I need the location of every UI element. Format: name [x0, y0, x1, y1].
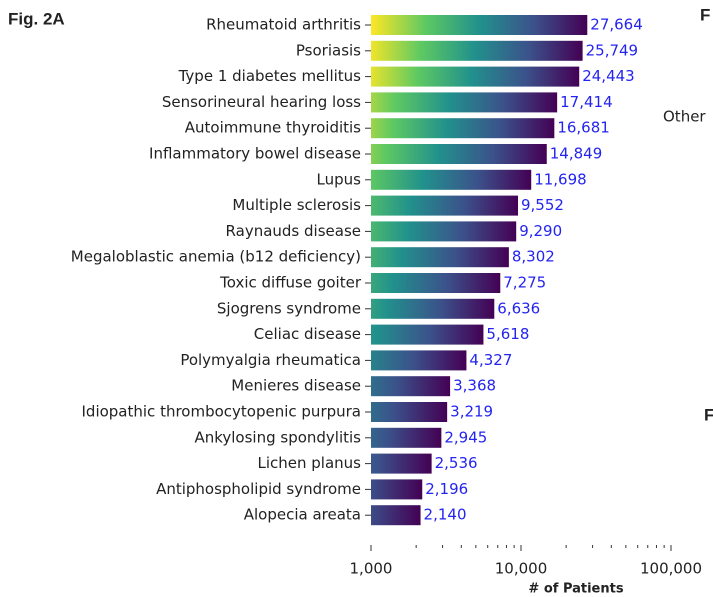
x-tick-label: 10,000 [495, 560, 548, 578]
value-label: 2,140 [424, 506, 467, 524]
value-label: 7,275 [503, 274, 546, 292]
bar [371, 247, 509, 268]
bar [371, 169, 532, 190]
value-label: 6,636 [497, 299, 540, 317]
y-tick-label: Type 1 diabetes mellitus [178, 67, 362, 85]
y-tick-label: Menieres disease [231, 377, 361, 395]
value-label: 14,849 [550, 145, 603, 163]
bar [371, 221, 517, 242]
x-axis-label: # of Patients [528, 582, 623, 597]
bar [371, 505, 421, 526]
panel-label: Fig. 2A [8, 9, 65, 28]
y-tick-label: Inflammatory bowel disease [149, 145, 361, 163]
bar [371, 479, 423, 500]
y-tick-label: Sjogrens syndrome [217, 299, 361, 317]
value-label: 2,536 [435, 454, 478, 472]
bar [371, 144, 547, 164]
y-tick-label: Ankylosing spondylitis [194, 428, 361, 446]
x-tick-label: 1,000 [350, 560, 393, 578]
value-label: 25,749 [586, 41, 639, 59]
bar [371, 324, 484, 345]
y-tick-label: Idiopathic thrombocytopenic purpura [82, 403, 362, 421]
y-tick-label: Toxic diffuse goiter [219, 274, 362, 292]
bar [371, 376, 451, 397]
bar [371, 298, 495, 319]
y-tick-label: Polymyalgia rheumatica [180, 351, 361, 369]
value-label: 24,443 [582, 67, 635, 85]
bar [371, 453, 432, 474]
bar [371, 15, 588, 35]
y-tick-label: Psoriasis [296, 41, 361, 59]
bar [371, 66, 580, 87]
y-tick-label: Antiphospholipid syndrome [156, 480, 361, 498]
y-tick-label: Autoimmune thyroiditis [185, 119, 361, 137]
bar [371, 273, 501, 293]
x-tick-label: 100,000 [640, 560, 702, 578]
fragment: Other [663, 108, 706, 126]
fragment: F [704, 405, 713, 424]
y-tick-label: Alopecia areata [244, 506, 361, 524]
value-label: 2,945 [444, 428, 487, 446]
bar [371, 402, 448, 422]
bar [371, 92, 558, 113]
value-label: 27,664 [590, 16, 643, 34]
y-tick-label: Multiple sclerosis [232, 196, 361, 214]
value-label: 3,219 [450, 403, 493, 421]
value-label: 17,414 [560, 93, 613, 111]
bar [371, 427, 442, 448]
value-label: 16,681 [557, 119, 610, 137]
y-tick-label: Lichen planus [258, 454, 362, 472]
y-tick-label: Lupus [317, 170, 362, 188]
fragment: F [700, 5, 710, 24]
bar [371, 195, 519, 216]
value-label: 8,302 [512, 248, 555, 266]
y-tick-label: Megaloblastic anemia (b12 deficiency) [71, 248, 361, 266]
y-tick-label: Rheumatoid arthritis [206, 16, 361, 34]
value-label: 9,290 [519, 222, 562, 240]
bar [371, 40, 583, 61]
value-label: 4,327 [469, 351, 512, 369]
value-label: 9,552 [521, 196, 564, 214]
value-label: 2,196 [425, 480, 468, 498]
value-label: 11,698 [534, 170, 587, 188]
bar [371, 350, 467, 371]
value-label: 5,618 [486, 325, 529, 343]
value-label: 3,368 [453, 377, 496, 395]
y-tick-label: Celiac disease [254, 325, 361, 343]
y-tick-label: Sensorineural hearing loss [162, 93, 361, 111]
y-tick-label: Raynauds disease [226, 222, 361, 240]
bar [371, 118, 555, 139]
